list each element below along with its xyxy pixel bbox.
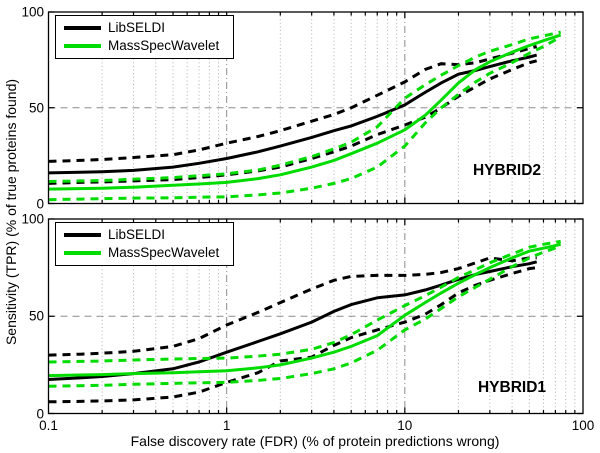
legend-top-panel: LibSELDI MassSpecWavelet: [55, 15, 234, 59]
legend-item: LibSELDI: [56, 19, 233, 37]
x-tick-label: 10: [397, 417, 413, 433]
y-tick-label: 100: [21, 211, 44, 227]
legend-item-label: MassSpecWavelet: [108, 38, 220, 54]
panel-border: [47, 218, 584, 415]
series-libseldi-lower-bound: [48, 59, 538, 185]
legend-item-label: LibSELDI: [108, 20, 166, 36]
y-tick-label: 100: [21, 4, 44, 20]
x-axis-label: False discovery rate (FDR) (% of protein…: [130, 433, 500, 449]
series-massspecwavelet-mean: [48, 33, 562, 191]
y-tick-label: 50: [28, 100, 44, 116]
legend-item: MassSpecWavelet: [56, 37, 233, 55]
series-massspecwavelet-upper-bound: [48, 30, 562, 183]
legend-item: MassSpecWavelet: [56, 244, 233, 262]
series-libseldi-lower-bound: [48, 266, 537, 404]
legend-line-sample: [64, 44, 101, 48]
panel-border: [47, 11, 584, 205]
series-libseldi-mean: [48, 260, 538, 381]
x-tick-label: 0.1: [39, 417, 58, 433]
x-tick-label: 1: [222, 417, 231, 433]
legend-line-sample: [64, 251, 101, 255]
legend-bottom-panel: LibSELDI MassSpecWavelet: [55, 222, 234, 266]
panel-title-hybrid1: HYBRID1: [477, 379, 547, 396]
series-libseldi-mean: [48, 53, 538, 175]
series-massspecwavelet-mean: [48, 242, 562, 378]
y-tick-label: 0: [36, 405, 44, 421]
legend-line-sample: [64, 233, 101, 237]
legend-item-label: LibSELDI: [108, 227, 166, 243]
y-tick-label: 0: [36, 195, 44, 211]
legend-item: LibSELDI: [56, 226, 233, 244]
series-libseldi-upper-bound: [48, 256, 537, 357]
panel-title-hybrid2: HYBRID2: [472, 162, 542, 179]
x-tick-label: 100: [571, 417, 595, 433]
y-axis-label: Sensitivity (TPR) (% of true proteins fo…: [3, 78, 19, 346]
legend-line-sample: [64, 26, 101, 30]
series-libseldi-upper-bound: [48, 45, 538, 163]
legend-item-label: MassSpecWavelet: [108, 245, 220, 261]
y-tick-label: 50: [28, 308, 44, 324]
